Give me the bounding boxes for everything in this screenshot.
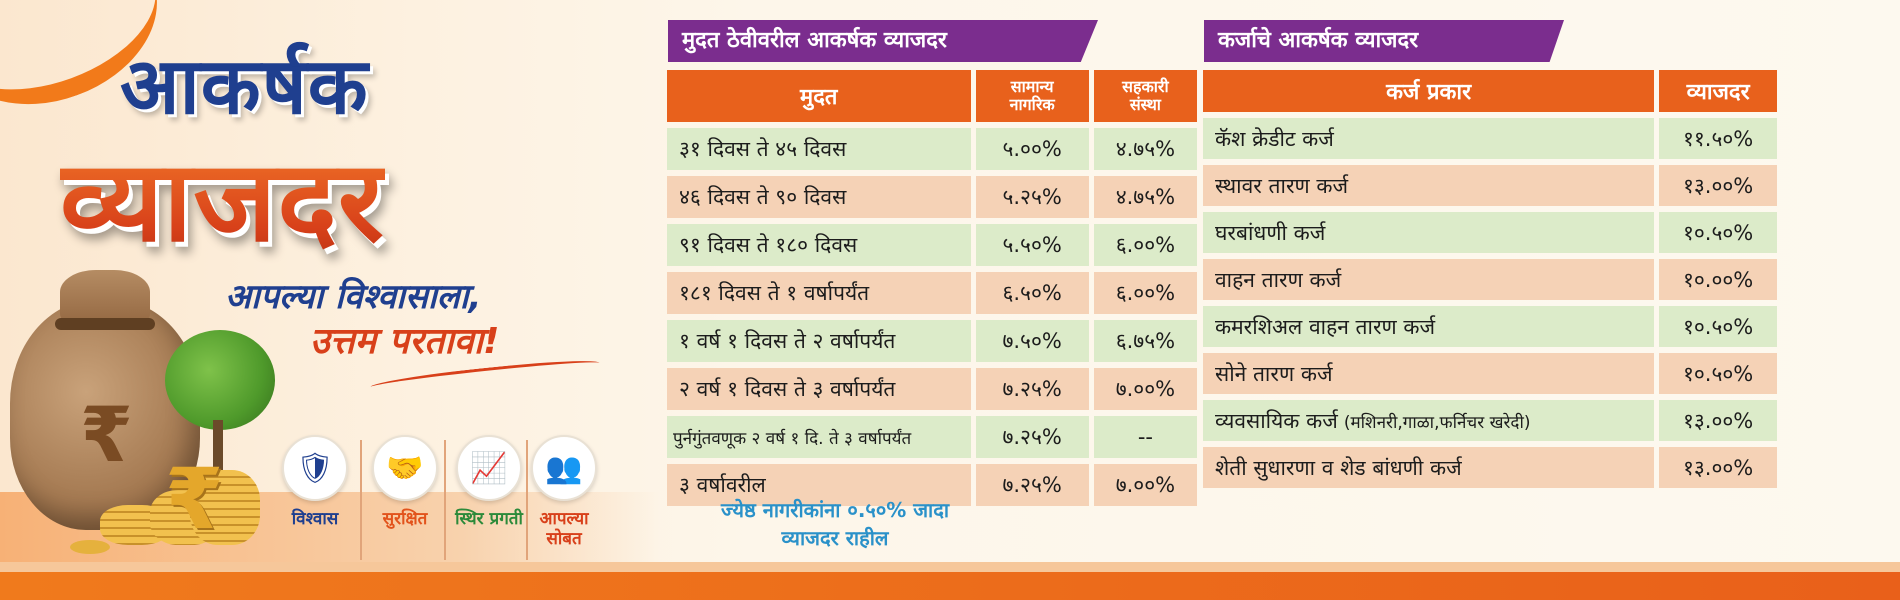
- loan-type-header: कर्ज प्रकार: [1203, 70, 1655, 112]
- deposit-term-cell: ४६ दिवस ते ९० दिवस: [667, 176, 971, 218]
- headline-line-2: व्याजदर: [60, 120, 385, 273]
- loan-type-cell: घरबांधणी कर्ज: [1203, 212, 1655, 253]
- tagline-line-1: आपल्या विश्वासाला,: [225, 277, 482, 317]
- deposit-term-cell: १८१ दिवस ते १ वर्षापर्यंत: [667, 272, 971, 314]
- coin-stack-image: [190, 470, 260, 545]
- coop-rate-cell: ७.००%: [1093, 464, 1197, 506]
- feature-label: स्थिर प्रगती: [455, 509, 523, 529]
- tagline-line-2: उत्तम परतावा!: [310, 321, 500, 362]
- cooperative-society-header: सहकारी संस्था: [1093, 70, 1197, 122]
- deposit-row: २ वर्ष १ दिवस ते ३ वर्षापर्यंत ७.२५% ७.००%: [667, 368, 1197, 410]
- loan-row: सोने तारण कर्ज १०.५०%: [1203, 353, 1777, 394]
- deposit-term-cell: ९१ दिवस ते १८० दिवस: [667, 224, 971, 266]
- feature-divider: [526, 440, 528, 560]
- feature-divider: [444, 440, 446, 560]
- bottom-orange-bar: [0, 572, 1900, 600]
- feature-label: विश्वास: [291, 509, 339, 529]
- loan-rate-cell: १३.००%: [1659, 165, 1777, 206]
- general-rate-cell: ७.२५%: [975, 368, 1089, 410]
- loan-rate-cell: १३.००%: [1659, 447, 1777, 488]
- loan-row: घरबांधणी कर्ज १०.५०%: [1203, 212, 1777, 253]
- loan-type-cell: कॅश क्रेडीट कर्ज: [1203, 118, 1655, 159]
- loan-rate-cell: १३.००%: [1659, 400, 1777, 441]
- loose-coin-image: [70, 540, 110, 554]
- feature-stable-growth: 📈 स्थिर प्रगती: [446, 435, 532, 529]
- general-rate-cell: ७.५०%: [975, 320, 1089, 362]
- loan-type-cell: व्यवसायिक कर्ज (मशिनरी,गाळा,फर्निचर खरेदी…: [1203, 400, 1655, 441]
- coop-rate-cell: ६.७५%: [1093, 320, 1197, 362]
- loan-type-note: (मशिनरी,गाळा,फर्निचर खरेदी): [1343, 412, 1531, 433]
- general-citizen-header: सामान्य नागरिक: [975, 70, 1089, 122]
- loan-type-cell: शेती सुधारणा व शेड बांधणी कर्ज: [1203, 447, 1655, 488]
- deposit-row: ३१ दिवस ते ४५ दिवस ५.००% ४.७५%: [667, 128, 1197, 170]
- deposit-term-cell: २ वर्ष १ दिवस ते ३ वर्षापर्यंत: [667, 368, 971, 410]
- loan-row: व्यवसायिक कर्ज (मशिनरी,गाळा,फर्निचर खरेदी…: [1203, 400, 1777, 441]
- deposit-row: १ वर्ष १ दिवस ते २ वर्षापर्यंत ७.५०% ६.७५%: [667, 320, 1197, 362]
- rupee-coin-icon: ₹: [165, 450, 224, 548]
- loan-type-cell: स्थावर तारण कर्ज: [1203, 165, 1655, 206]
- loan-section-title: कर्जाचे आकर्षक व्याजदर: [1204, 20, 1564, 62]
- money-bag-rope: [55, 318, 155, 330]
- general-rate-cell: ५.२५%: [975, 176, 1089, 218]
- shield-icon: 🛡: [282, 435, 348, 501]
- general-rate-cell: ५.००%: [975, 128, 1089, 170]
- senior-citizen-note: ज्येष्ठ नागरीकांना ०.५०% जादा व्याजदर रा…: [720, 498, 950, 550]
- rupee-icon: ₹: [80, 390, 133, 479]
- headline-line-1: आकर्षक: [120, 42, 369, 132]
- loan-rate-cell: ११.५०%: [1659, 118, 1777, 159]
- loan-row: कमरशिअल वाहन तारण कर्ज १०.५०%: [1203, 306, 1777, 347]
- general-rate-cell: ७.२५%: [975, 464, 1089, 506]
- deposit-row: ३ वर्षावरील ७.२५% ७.००%: [667, 464, 1197, 506]
- people-group-icon: 👥: [531, 435, 597, 501]
- coop-rate-cell: ४.७५%: [1093, 176, 1197, 218]
- deposit-term-cell: ३ वर्षावरील: [667, 464, 971, 506]
- loan-type-cell: कमरशिअल वाहन तारण कर्ज: [1203, 306, 1655, 347]
- plant-trunk: [213, 420, 223, 475]
- feature-label: आपल्या सोबत: [539, 509, 589, 549]
- deposit-row: १८१ दिवस ते १ वर्षापर्यंत ६.५०% ६.००%: [667, 272, 1197, 314]
- term-header: मुदत: [667, 70, 971, 122]
- loan-rate-cell: १०.५०%: [1659, 353, 1777, 394]
- loan-rate-cell: १०.००%: [1659, 259, 1777, 300]
- plant-tree-image: [165, 330, 275, 430]
- feature-with-you: 👥 आपल्या सोबत: [521, 435, 607, 549]
- feature-label: सुरक्षित: [382, 509, 428, 529]
- coop-rate-cell: ७.००%: [1093, 368, 1197, 410]
- deposit-row: ९१ दिवस ते १८० दिवस ५.५०% ६.००%: [667, 224, 1197, 266]
- feature-divider: [360, 440, 362, 560]
- deposit-section-title: मुदत ठेवीवरील आकर्षक व्याजदर: [668, 20, 1098, 62]
- growth-chart-icon: 📈: [456, 435, 522, 501]
- coop-rate-cell: --: [1093, 416, 1197, 458]
- deposit-rates-table: मुदत सामान्य नागरिक सहकारी संस्था ३१ दिवस …: [662, 64, 1202, 512]
- general-rate-cell: ५.५०%: [975, 224, 1089, 266]
- deposit-term-cell: पुर्नगुंतवणूक २ वर्ष १ दि. ते ३ वर्षापर्…: [667, 416, 971, 458]
- loan-row: वाहन तारण कर्ज १०.००%: [1203, 259, 1777, 300]
- loan-rate-cell: १०.५०%: [1659, 306, 1777, 347]
- money-bag-neck: [60, 270, 150, 325]
- coop-rate-cell: ६.००%: [1093, 224, 1197, 266]
- deposit-term-cell: ३१ दिवस ते ४५ दिवस: [667, 128, 971, 170]
- loan-row: कॅश क्रेडीट कर्ज ११.५०%: [1203, 118, 1777, 159]
- loan-rate-cell: १०.५०%: [1659, 212, 1777, 253]
- feature-trust: 🛡 विश्वास: [272, 435, 358, 529]
- bottom-light-bar: [0, 562, 1900, 572]
- deposit-row: पुर्नगुंतवणूक २ वर्ष १ दि. ते ३ वर्षापर्…: [667, 416, 1197, 458]
- loan-rates-table: कर्ज प्रकार व्याजदर कॅश क्रेडीट कर्ज ११.५…: [1198, 64, 1782, 494]
- loan-type-cell: वाहन तारण कर्ज: [1203, 259, 1655, 300]
- handshake-icon: 🤝: [372, 435, 438, 501]
- general-rate-cell: ६.५०%: [975, 272, 1089, 314]
- coop-rate-cell: ४.७५%: [1093, 128, 1197, 170]
- general-rate-cell: ७.२५%: [975, 416, 1089, 458]
- loan-row: स्थावर तारण कर्ज १३.००%: [1203, 165, 1777, 206]
- deposit-term-cell: १ वर्ष १ दिवस ते २ वर्षापर्यंत: [667, 320, 971, 362]
- loan-row: शेती सुधारणा व शेड बांधणी कर्ज १३.००%: [1203, 447, 1777, 488]
- loan-type-cell: सोने तारण कर्ज: [1203, 353, 1655, 394]
- feature-secure: 🤝 सुरक्षित: [362, 435, 448, 529]
- deposit-row: ४६ दिवस ते ९० दिवस ५.२५% ४.७५%: [667, 176, 1197, 218]
- coop-rate-cell: ६.००%: [1093, 272, 1197, 314]
- loan-rate-header: व्याजदर: [1659, 70, 1777, 112]
